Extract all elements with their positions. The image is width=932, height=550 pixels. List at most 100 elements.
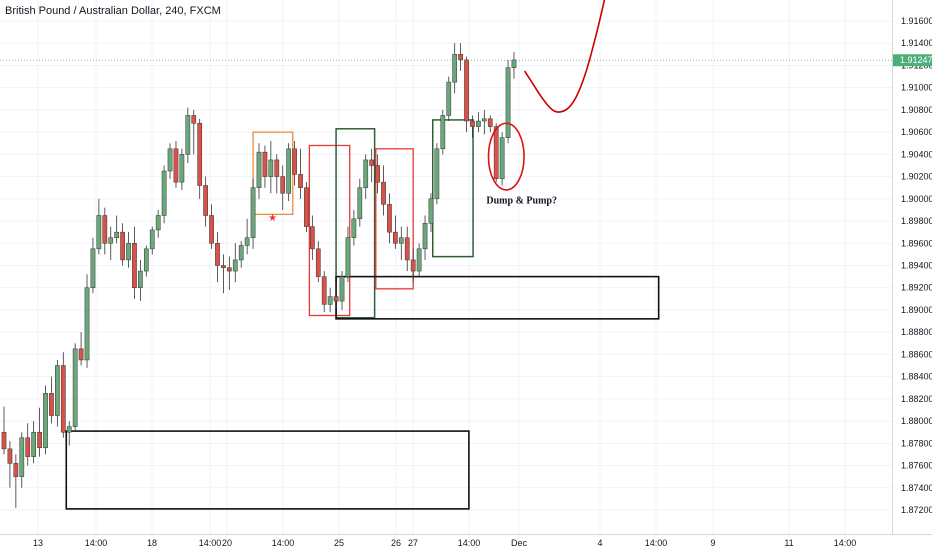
candle-body-down [393,231,398,244]
candle [78,332,84,366]
x-tick-label: 27 [408,538,418,548]
candle-body-up [179,154,185,183]
candle [369,148,375,183]
candle-body-up [446,81,452,116]
candle-body-down [458,54,463,61]
highlight-ellipse[interactable] [487,122,525,191]
candle-body-up [43,393,48,449]
candle [232,243,238,283]
candle-body-up [398,237,404,244]
zone-box[interactable] [335,128,376,319]
candle [1,406,7,455]
candle [13,454,19,508]
candle-body-down [120,231,125,261]
candle [434,143,440,205]
candle-body-down [25,437,31,457]
y-tick-label: 1.89000 [901,305,932,315]
candle [470,115,475,138]
y-tick-label: 1.87400 [901,483,932,493]
candle-body-up [138,270,143,288]
candle [60,352,66,438]
candle [215,232,220,283]
candle [72,343,78,433]
annotations[interactable]: Dump & Pump? ★ [0,0,892,224]
candle [66,421,72,446]
candle [256,143,262,199]
y-tick-label: 1.90000 [901,194,932,204]
candle-body-up [351,218,357,238]
y-tick-label: 1.90200 [901,172,932,182]
candle-body-up [481,118,487,122]
zone-boxes[interactable] [65,119,660,510]
chart-title: British Pound / Australian Dollar, 240, … [5,5,221,17]
zone-box[interactable] [431,119,474,258]
candle-body-up [428,198,434,224]
candle [452,43,458,94]
candle [167,143,173,179]
y-tick-label: 1.90800 [901,105,932,115]
candles [1,43,517,508]
candle-body-down [37,431,42,449]
candle [298,148,303,199]
candle [310,215,315,260]
zone-box[interactable] [375,148,414,290]
x-tick-label: 4 [597,538,602,548]
candle-body-down [102,215,108,244]
candle-body-up [96,215,102,250]
candle-body-up [232,259,238,272]
candle [398,226,404,260]
zone-box[interactable] [65,430,470,510]
candle [90,237,96,294]
x-tick-label: 13 [33,538,43,548]
candle [209,204,214,249]
candle-body-down [215,243,220,266]
candle [404,226,410,272]
candle [351,209,357,246]
candle [363,154,369,199]
candle-body-down [274,159,280,177]
x-tick-label: 14:00 [199,538,222,548]
candle [120,223,125,266]
candle-body-up [167,148,173,172]
candle-body-down [226,267,232,272]
star-marker[interactable]: ★ [268,213,277,224]
candle [357,178,363,227]
y-tick-label: 1.88400 [901,372,932,382]
candle [102,207,108,255]
x-tick-label: 14:00 [458,538,481,548]
candle [321,271,327,313]
candle [493,123,499,183]
price-axis[interactable]: 1.916001.914001.912001.910001.908001.906… [901,16,932,515]
candle-body-up [108,237,114,244]
candle [327,287,333,313]
candle [25,423,31,466]
candle-body-up [452,54,458,83]
time-axis[interactable]: 13 14:00 18 14:00 20 14:00 25 26 27 14:00 Dec 4 14:0… [33,538,856,548]
candle [422,215,428,260]
candle-body-up [19,437,25,477]
candle [179,148,185,190]
x-tick-label: 18 [147,538,157,548]
candle [345,226,351,283]
x-tick-label: 26 [391,538,401,548]
candle [84,274,90,368]
candle [49,376,54,424]
candle [149,226,155,255]
candle-body-up [511,59,517,68]
candle-body-down [381,181,386,205]
candle-body-down [7,448,13,464]
zone-box[interactable] [308,144,351,317]
candle-body-up [345,237,351,277]
candle-body-down [173,148,179,183]
candle-body-down [410,259,416,272]
candle-body-down [78,348,84,361]
y-tick-label: 1.88800 [901,327,932,337]
x-tick-label: 14:00 [272,538,295,548]
candle [226,256,232,290]
candle-body-down [292,148,297,175]
projection-curve[interactable] [523,0,606,113]
candle [499,132,505,186]
dump-pump-note[interactable]: Dump & Pump? [486,195,557,206]
candle-body-up [72,348,78,427]
